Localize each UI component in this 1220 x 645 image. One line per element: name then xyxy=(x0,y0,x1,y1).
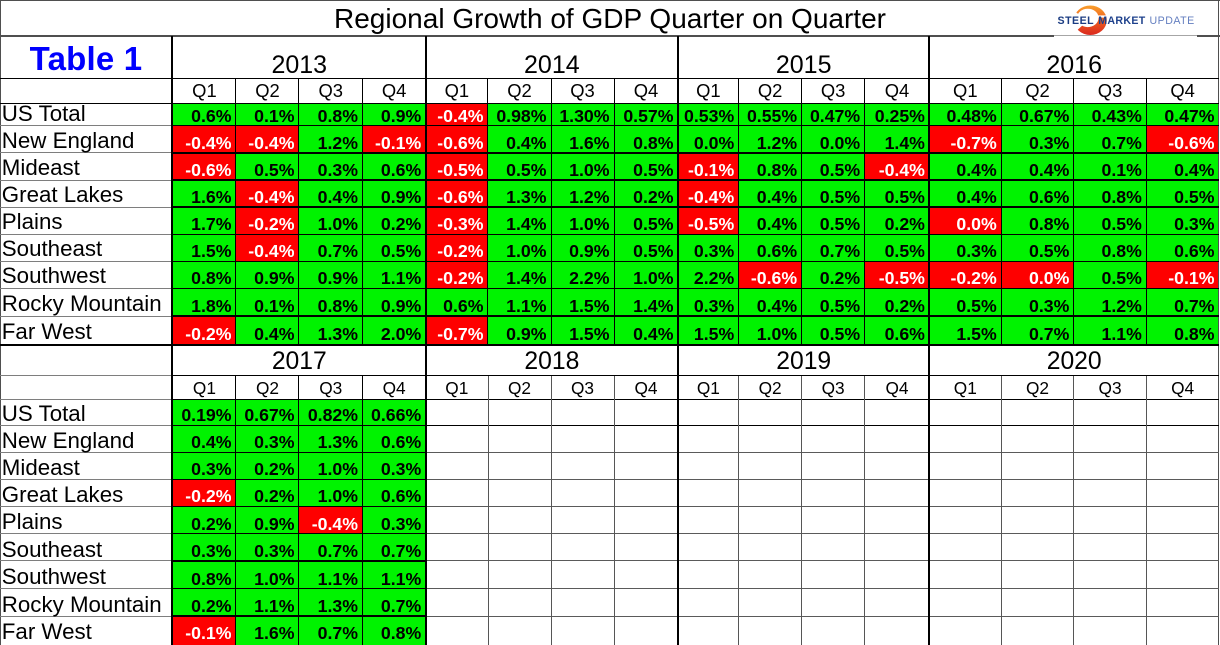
svg-text:MARKET: MARKET xyxy=(1098,15,1146,27)
svg-text:STEEL: STEEL xyxy=(1058,15,1095,27)
svg-text:UPDATE: UPDATE xyxy=(1150,15,1195,27)
